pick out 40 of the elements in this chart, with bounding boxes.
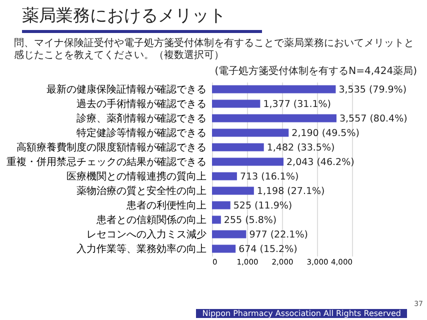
data-label: 977 (22.1%) <box>249 229 308 240</box>
data-label: 1,377 (31.1%) <box>263 98 332 110</box>
bar <box>212 244 236 253</box>
bar <box>212 230 246 238</box>
bar <box>212 128 289 137</box>
bar <box>212 143 264 152</box>
data-label: 2,190 (49.5%) <box>292 128 360 139</box>
data-label: 713 (16.1%) <box>240 171 299 182</box>
bar <box>212 85 336 94</box>
text: Nippon Pharmacy Association All Rights Reserved <box>196 309 407 318</box>
bar <box>212 172 237 180</box>
y-tick-label: 入力作業等、業務効率の向上 <box>76 242 206 255</box>
y-tick-label: 医療機関との情報連携の質向上 <box>66 170 206 182</box>
y-tick-label: 患者との信頼関係の向上 <box>96 214 206 226</box>
data-label: 1,482 (33.5%) <box>266 142 335 154</box>
y-tick-label: 過去の手術情報が確認できる <box>76 98 206 110</box>
data-label: 3,535 (79.9%) <box>338 84 407 96</box>
y-tick-label: 重複・併用禁忌チェックの結果が確認できる <box>6 156 206 168</box>
y-tick-label: 薬物治療の質と安全性の向上 <box>76 184 206 197</box>
bar <box>212 158 284 166</box>
y-tick-label: 最新の健康保険証情報が確認できる <box>46 83 206 96</box>
data-label: 525 (11.9%) <box>233 200 292 212</box>
y-tick-label: レセコンへの入力ミス減少 <box>86 228 206 240</box>
bar <box>212 114 336 122</box>
chart-subtitle: 問、マイナ保険証受付や電子処方箋受付体制を有することで薬局業務においてメリットと感じたことを教えてください。（複数選択可） <box>14 38 415 62</box>
y-tick-label: 高額療養費制度の限度額情報が確認できる <box>16 141 206 154</box>
text: (電子処方箋受付体制を有するN=4,424薬局) <box>214 64 417 78</box>
bar <box>212 201 230 210</box>
data-label: 2,043 (46.2%) <box>286 156 354 168</box>
bar <box>212 100 260 108</box>
data-label: 674 (15.2%) <box>238 244 298 255</box>
y-tick-label: 患者の利便性向上 <box>126 199 206 212</box>
data-label: 3,557 (80.4%) <box>339 113 408 124</box>
data-label: 1,198 (27.1%) <box>256 186 325 197</box>
bar <box>212 186 254 195</box>
data-label: 255 (5.8%) <box>224 214 277 226</box>
y-tick-label: 特定健診等情報が確認できる <box>76 126 206 139</box>
y-tick-label: 診療、薬剤情報が確認できる <box>76 112 206 124</box>
bar <box>212 216 221 224</box>
chart-title: 薬局業務におけるメリット <box>22 5 226 27</box>
